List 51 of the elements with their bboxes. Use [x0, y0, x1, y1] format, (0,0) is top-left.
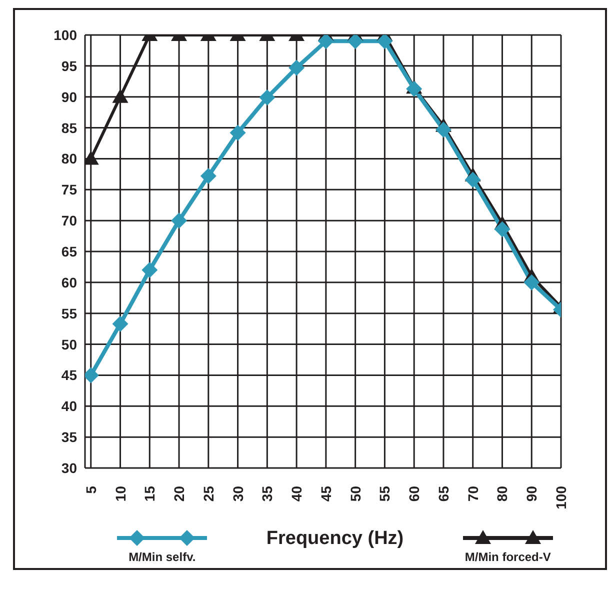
x-tick-label: 55	[376, 486, 393, 502]
point	[347, 35, 364, 50]
x-tick-label: 45	[318, 486, 334, 502]
x-tick-label: 40	[288, 486, 305, 502]
point	[494, 221, 510, 238]
y-tick-label: 35	[61, 429, 78, 446]
point	[524, 274, 540, 290]
point	[200, 168, 216, 184]
y-tick-label: 50	[61, 336, 78, 352]
point	[376, 35, 393, 50]
x-tick-label: 50	[347, 486, 364, 502]
point	[288, 60, 305, 76]
legend-label: M/Min forced-V	[464, 550, 551, 564]
y-tick-label: 65	[61, 243, 78, 260]
x-tick-label: 25	[200, 486, 216, 502]
x-tick-label: 20	[171, 486, 188, 502]
point	[318, 35, 334, 50]
x-tick-label: 60	[406, 486, 422, 502]
point	[259, 89, 276, 106]
point	[464, 172, 481, 188]
x-tick-label: 80	[494, 486, 510, 502]
y-tick-label: 95	[61, 58, 78, 74]
x-tick-label: 65	[435, 486, 452, 502]
point	[230, 124, 246, 141]
y-tick-label: 55	[61, 305, 78, 322]
x-tick-label: 70	[464, 486, 481, 502]
legend-label: M/Min selfv.	[128, 550, 196, 564]
y-tick-label: 30	[61, 460, 78, 476]
x-tick-label: 90	[524, 486, 540, 502]
x-tick-label: 30	[230, 486, 246, 502]
x-tick-label: 5	[82, 486, 99, 494]
y-tick-label: 60	[61, 274, 78, 290]
y-tick-label: 90	[61, 88, 78, 105]
y-tick-label: 75	[61, 182, 78, 198]
y-tick-label: 80	[61, 150, 78, 167]
y-tick-label: 40	[61, 398, 78, 414]
x-tick-label: 35	[259, 486, 276, 502]
y-tick-label: 85	[61, 120, 78, 136]
x-tick-label: 10	[112, 486, 128, 502]
point	[435, 122, 452, 138]
point	[112, 88, 128, 103]
x-axis-title: Frequency (Hz)	[266, 528, 404, 550]
y-tick-label: 45	[61, 367, 78, 384]
point	[171, 212, 188, 229]
y-tick-label: 100	[54, 26, 78, 43]
point	[406, 80, 422, 97]
y-tick-label: 70	[61, 212, 78, 229]
point	[112, 316, 128, 332]
point	[142, 262, 158, 278]
x-tick-label: 15	[142, 486, 158, 502]
x-tick-label: 100	[553, 486, 569, 510]
